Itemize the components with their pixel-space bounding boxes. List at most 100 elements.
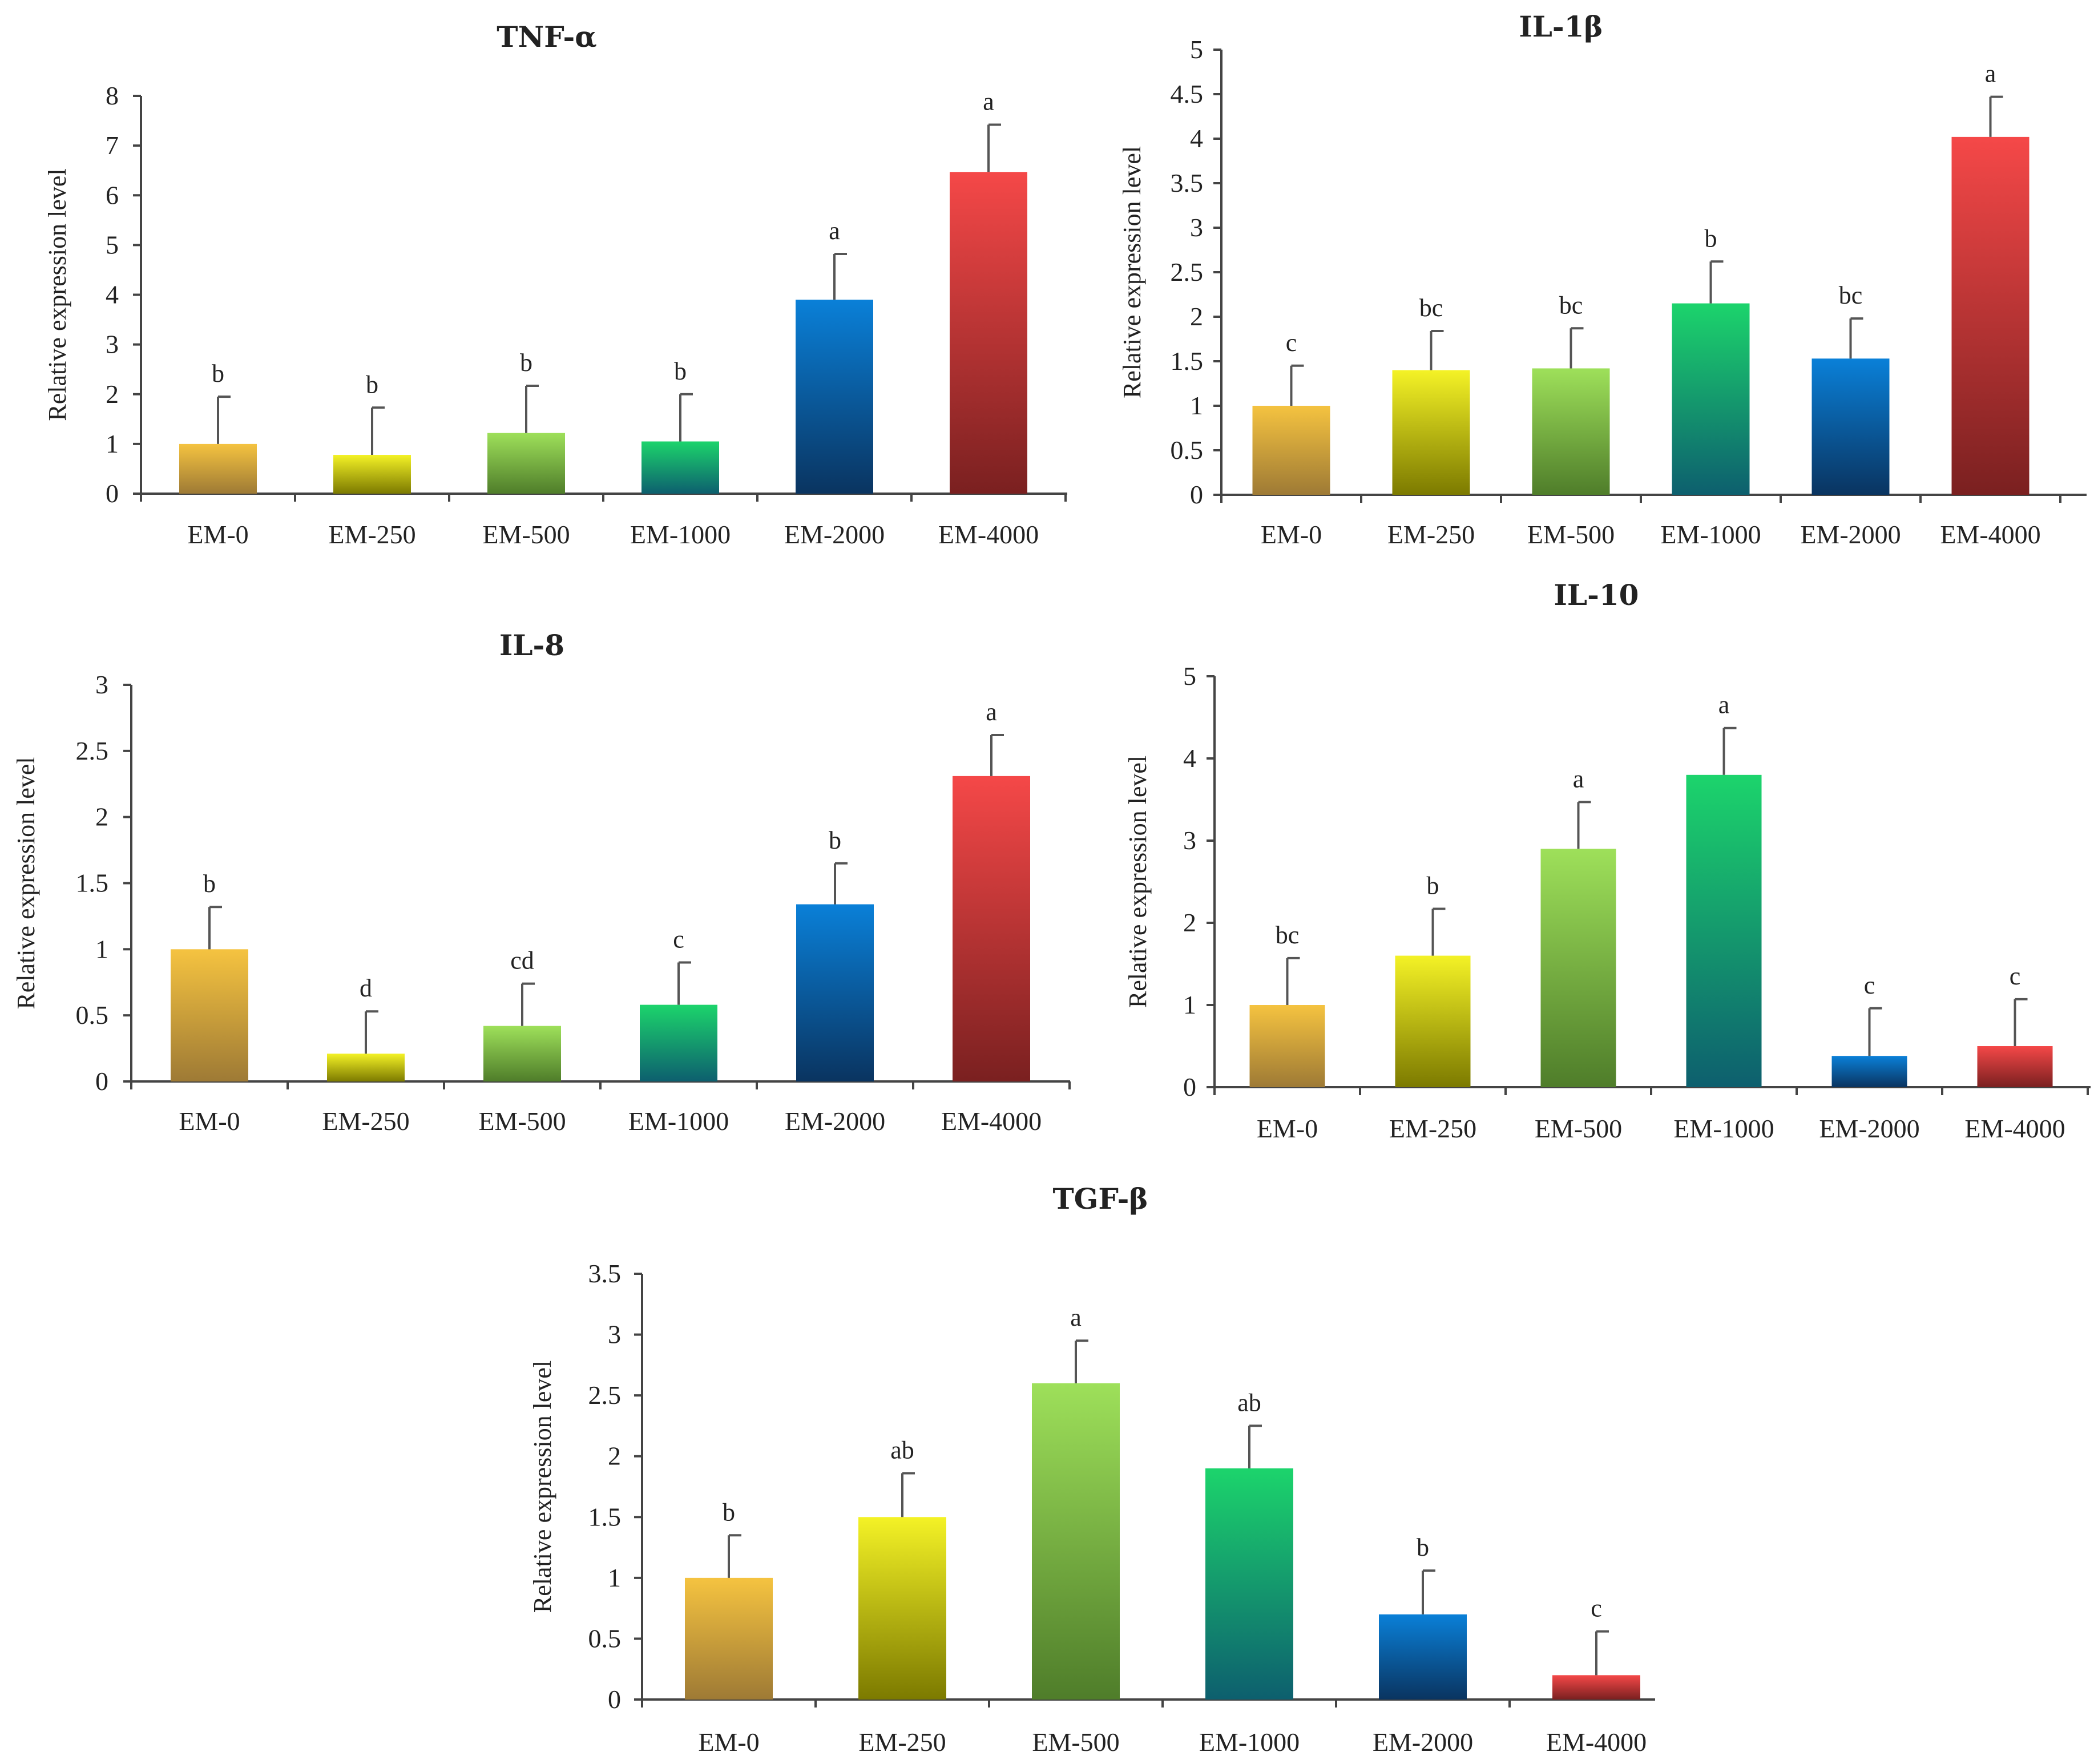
bar bbox=[1540, 849, 1616, 1087]
bar bbox=[1532, 368, 1610, 495]
bar bbox=[1392, 370, 1470, 495]
x-tick-label: EM-0 bbox=[698, 1727, 759, 1757]
x-tick-label: EM-2000 bbox=[1800, 520, 1901, 549]
significance-label: b bbox=[723, 1498, 735, 1526]
y-tick-label: 3 bbox=[1190, 213, 1203, 242]
x-tick-label: EM-250 bbox=[858, 1727, 946, 1757]
y-tick-label: 1.5 bbox=[1171, 346, 1204, 376]
y-tick-label: 1.5 bbox=[76, 869, 109, 898]
bar bbox=[1811, 358, 1890, 495]
chart-title: IL-10 bbox=[1554, 578, 1639, 612]
y-axis-label: Relative expression level bbox=[528, 1361, 556, 1613]
significance-label: a bbox=[986, 698, 997, 726]
x-tick-label: EM-1000 bbox=[1673, 1114, 1774, 1143]
x-tick-label: EM-4000 bbox=[941, 1107, 1042, 1136]
y-tick-label: 1 bbox=[1183, 990, 1196, 1019]
significance-label: b bbox=[212, 360, 224, 387]
bar bbox=[950, 172, 1027, 494]
significance-label: ab bbox=[1237, 1388, 1261, 1416]
y-tick-label: 0 bbox=[1190, 480, 1203, 509]
bar bbox=[685, 1577, 773, 1700]
significance-label: b bbox=[366, 370, 378, 398]
y-tick-label: 3 bbox=[608, 1320, 621, 1349]
significance-label: b bbox=[203, 870, 216, 898]
significance-label: c bbox=[2010, 962, 2021, 990]
y-tick-label: 3.5 bbox=[588, 1259, 622, 1288]
significance-label: ab bbox=[890, 1436, 914, 1464]
x-tick-label: EM-1000 bbox=[1199, 1727, 1300, 1757]
significance-label: d bbox=[360, 974, 372, 1002]
bar bbox=[641, 441, 719, 494]
y-tick-label: 3 bbox=[1183, 826, 1196, 855]
y-tick-label: 5 bbox=[1183, 661, 1196, 691]
y-tick-label: 6 bbox=[106, 180, 119, 209]
significance-label: a bbox=[1070, 1303, 1082, 1331]
x-tick-label: EM-500 bbox=[1535, 1114, 1622, 1143]
significance-label: b bbox=[829, 826, 841, 854]
y-tick-label: 5 bbox=[106, 230, 119, 259]
chart-title: TNF-α bbox=[497, 20, 596, 54]
y-tick-label: 0 bbox=[95, 1067, 108, 1096]
y-tick-label: 1 bbox=[95, 934, 108, 963]
bar bbox=[1686, 774, 1762, 1087]
x-tick-label: EM-2000 bbox=[1819, 1114, 1919, 1143]
significance-label: c bbox=[1591, 1595, 1602, 1622]
x-tick-label: EM-250 bbox=[1387, 520, 1475, 549]
y-axis-label: Relative expression level bbox=[1124, 756, 1152, 1008]
significance-label: b bbox=[520, 349, 532, 377]
y-tick-label: 8 bbox=[106, 81, 119, 110]
significance-label: a bbox=[1985, 60, 1996, 88]
y-tick-label: 0.5 bbox=[1171, 435, 1204, 465]
y-tick-label: 1.5 bbox=[588, 1502, 622, 1531]
y-tick-label: 2.5 bbox=[1171, 257, 1204, 286]
y-tick-label: 3.5 bbox=[1171, 168, 1204, 197]
significance-label: b bbox=[1427, 872, 1439, 900]
x-tick-label: EM-250 bbox=[328, 520, 415, 549]
significance-label: b bbox=[674, 357, 687, 385]
x-tick-label: EM-500 bbox=[1527, 520, 1615, 549]
bar bbox=[858, 1517, 946, 1700]
y-axis-label: Relative expression level bbox=[43, 168, 71, 421]
bar bbox=[1252, 406, 1330, 495]
y-tick-label: 2 bbox=[106, 380, 119, 409]
y-tick-label: 1 bbox=[1190, 391, 1203, 420]
y-tick-label: 0 bbox=[106, 479, 119, 508]
x-tick-label: EM-250 bbox=[322, 1107, 409, 1136]
bar bbox=[1249, 1005, 1325, 1087]
x-tick-label: EM-1000 bbox=[630, 520, 731, 549]
chart-il8: IL-8 Relative expression level 0 0.5 1 1.5 2 2.… bbox=[12, 628, 1071, 1136]
significance-label: a bbox=[1573, 765, 1584, 793]
x-tick-label: EM-0 bbox=[179, 1107, 240, 1136]
bar bbox=[1032, 1383, 1120, 1700]
y-tick-label: 5 bbox=[1190, 35, 1203, 64]
x-tick-label: EM-4000 bbox=[1964, 1114, 2065, 1143]
significance-label: c bbox=[1864, 971, 1875, 999]
significance-label: a bbox=[829, 217, 840, 245]
bar bbox=[1977, 1046, 2053, 1087]
bar bbox=[640, 1004, 717, 1081]
y-tick-label: 2 bbox=[95, 802, 108, 831]
chart-tnf: TNF-α Relative expression level 0 1 2 3 4 5 6 7 8 b… bbox=[43, 20, 1067, 549]
x-tick-label: EM-2000 bbox=[784, 520, 885, 549]
bar bbox=[1379, 1614, 1467, 1700]
x-tick-label: EM-4000 bbox=[1546, 1727, 1647, 1757]
bar bbox=[796, 300, 873, 494]
chart-il1b: IL-1β Relative expression level 0 0.5 1 1.5 2 2… bbox=[1118, 10, 2087, 549]
x-tick-label: EM-4000 bbox=[1940, 520, 2040, 549]
x-tick-label: EM-2000 bbox=[1373, 1727, 1473, 1757]
x-tick-label: EM-500 bbox=[482, 520, 570, 549]
x-tick-label: EM-500 bbox=[478, 1107, 566, 1136]
bar bbox=[483, 1026, 561, 1081]
x-tick-label: EM-0 bbox=[187, 520, 248, 549]
chart-tgfb: TGF-β Relative expression level 0 0.5 1 1.5 2 2… bbox=[528, 1182, 1655, 1757]
y-tick-label: 4 bbox=[1190, 124, 1203, 153]
y-tick-label: 4 bbox=[106, 280, 119, 309]
y-tick-label: 2 bbox=[1183, 908, 1196, 937]
x-tick-label: EM-250 bbox=[1389, 1114, 1476, 1143]
bar bbox=[1552, 1675, 1640, 1700]
bar bbox=[171, 949, 248, 1081]
bar bbox=[1672, 303, 1750, 495]
y-tick-label: 4.5 bbox=[1171, 79, 1204, 108]
significance-label: bc bbox=[1559, 291, 1583, 319]
